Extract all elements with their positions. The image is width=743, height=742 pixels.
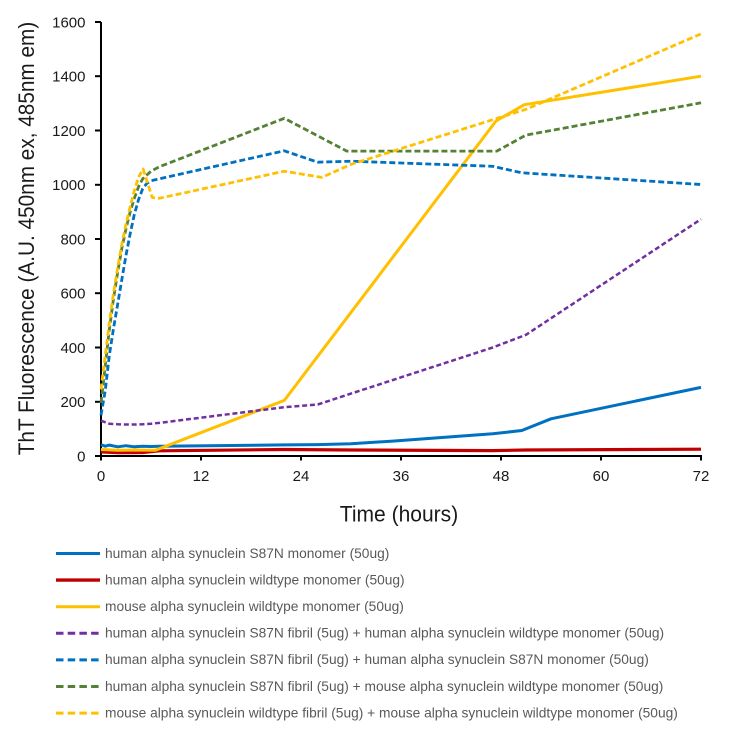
svg-text:60: 60 [593,468,610,485]
svg-text:mouse alpha synuclein wildtype: mouse alpha synuclein wildtype monomer (… [105,599,404,614]
svg-text:0: 0 [97,468,105,485]
svg-text:48: 48 [493,468,510,485]
svg-text:1600: 1600 [52,14,85,31]
svg-text:400: 400 [60,340,85,357]
svg-text:200: 200 [60,394,85,411]
svg-text:ThT Fluorescence (A.U. 450nm e: ThT Fluorescence (A.U. 450nm ex, 485nm e… [14,22,39,456]
svg-text:600: 600 [60,286,85,303]
svg-text:24: 24 [293,468,310,485]
svg-text:human alpha synuclein S87N fib: human alpha synuclein S87N fibril (5ug) … [105,626,664,641]
svg-text:12: 12 [193,468,210,485]
svg-text:mouse alpha synuclein wildtype: mouse alpha synuclein wildtype fibril (5… [105,705,678,720]
svg-text:human alpha synuclein wildtype: human alpha synuclein wildtype monomer (… [105,572,405,587]
svg-text:72: 72 [693,468,710,485]
svg-text:800: 800 [60,231,85,248]
svg-text:1200: 1200 [52,123,85,140]
svg-text:1400: 1400 [52,69,85,86]
svg-text:Time (hours): Time (hours) [340,502,458,527]
svg-text:1000: 1000 [52,177,85,194]
svg-text:human alpha synuclein S87N mon: human alpha synuclein S87N monomer (50ug… [105,546,389,561]
svg-text:human alpha synuclein S87N fib: human alpha synuclein S87N fibril (5ug) … [105,679,663,694]
svg-text:0: 0 [77,448,85,465]
svg-text:36: 36 [393,468,410,485]
svg-text:human alpha synuclein S87N fib: human alpha synuclein S87N fibril (5ug) … [105,652,649,667]
